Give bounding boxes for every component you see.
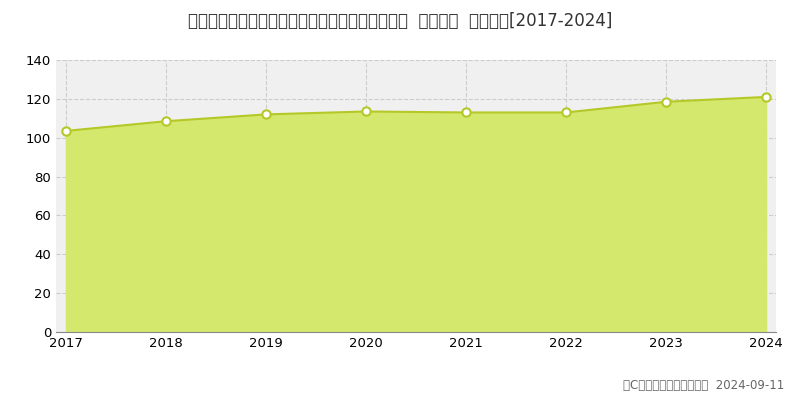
Text: 埼玉県さいたま市中央区鈴谷２丁目７４４番１外  地価公示  地価推移[2017-2024]: 埼玉県さいたま市中央区鈴谷２丁目７４４番１外 地価公示 地価推移[2017-20… [188,12,612,30]
Text: （C）土地価格ドットコム  2024-09-11: （C）土地価格ドットコム 2024-09-11 [622,379,784,392]
